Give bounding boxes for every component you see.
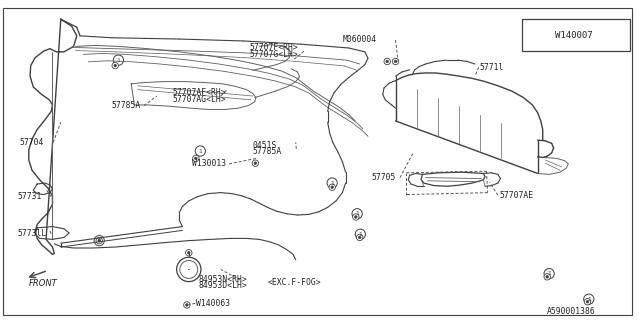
- Circle shape: [186, 304, 188, 306]
- Circle shape: [98, 239, 100, 242]
- Text: W130013: W130013: [192, 159, 226, 168]
- Text: 5773lL: 5773lL: [17, 229, 47, 238]
- Circle shape: [96, 237, 102, 244]
- Circle shape: [112, 62, 118, 69]
- Text: 1: 1: [198, 148, 202, 154]
- Circle shape: [544, 274, 550, 280]
- Text: M060004: M060004: [342, 36, 376, 44]
- Circle shape: [358, 236, 361, 239]
- Circle shape: [392, 58, 399, 65]
- Text: 57707AF<RH>: 57707AF<RH>: [173, 88, 227, 97]
- Circle shape: [195, 146, 205, 156]
- Circle shape: [356, 234, 363, 241]
- Text: A590001386: A590001386: [547, 307, 596, 316]
- Circle shape: [584, 294, 594, 304]
- Circle shape: [252, 160, 259, 166]
- Text: 84953N<RH>: 84953N<RH>: [198, 276, 247, 284]
- Circle shape: [327, 178, 337, 188]
- Circle shape: [384, 58, 390, 65]
- Circle shape: [544, 268, 554, 279]
- Circle shape: [584, 299, 591, 305]
- Circle shape: [184, 302, 190, 308]
- Text: FRONT: FRONT: [29, 279, 58, 288]
- Text: 57707F<RH>: 57707F<RH>: [250, 44, 298, 52]
- Circle shape: [394, 60, 397, 63]
- Circle shape: [586, 300, 589, 303]
- Text: 57785A: 57785A: [112, 101, 141, 110]
- Text: 1: 1: [97, 238, 101, 243]
- Text: 1: 1: [547, 271, 551, 276]
- Circle shape: [94, 236, 104, 246]
- Circle shape: [355, 216, 357, 218]
- Text: 1: 1: [116, 58, 120, 63]
- Text: 1: 1: [587, 297, 591, 302]
- Text: 1: 1: [534, 33, 538, 38]
- Circle shape: [254, 162, 257, 164]
- Circle shape: [526, 26, 545, 45]
- Text: 5771l: 5771l: [480, 63, 504, 72]
- Circle shape: [186, 250, 192, 256]
- Text: 57704: 57704: [19, 138, 44, 147]
- Circle shape: [386, 60, 388, 63]
- Text: 57705: 57705: [371, 173, 396, 182]
- Circle shape: [114, 64, 116, 67]
- Text: 1: 1: [358, 232, 362, 237]
- Text: <EXC.F-FOG>: <EXC.F-FOG>: [268, 278, 321, 287]
- Circle shape: [329, 184, 335, 190]
- Text: 0451S: 0451S: [253, 141, 277, 150]
- Circle shape: [195, 157, 197, 160]
- Text: W140063: W140063: [196, 299, 230, 308]
- Circle shape: [113, 55, 124, 65]
- Circle shape: [355, 229, 365, 239]
- Text: 57785A: 57785A: [253, 148, 282, 156]
- Circle shape: [193, 155, 199, 162]
- Circle shape: [188, 252, 190, 254]
- Bar: [522, 19, 630, 51]
- Text: W140007: W140007: [555, 31, 593, 40]
- Text: 57707G<LH>: 57707G<LH>: [250, 50, 298, 59]
- Text: 1: 1: [355, 211, 359, 216]
- Circle shape: [331, 186, 333, 188]
- Text: 84953D<LH>: 84953D<LH>: [198, 281, 247, 290]
- Text: 57707AG<LH>: 57707AG<LH>: [173, 95, 227, 104]
- Text: 57707AE: 57707AE: [499, 191, 533, 200]
- Text: 57731: 57731: [17, 192, 42, 201]
- Circle shape: [353, 214, 359, 220]
- Circle shape: [352, 209, 362, 219]
- Circle shape: [546, 276, 548, 278]
- Text: 1: 1: [330, 180, 334, 186]
